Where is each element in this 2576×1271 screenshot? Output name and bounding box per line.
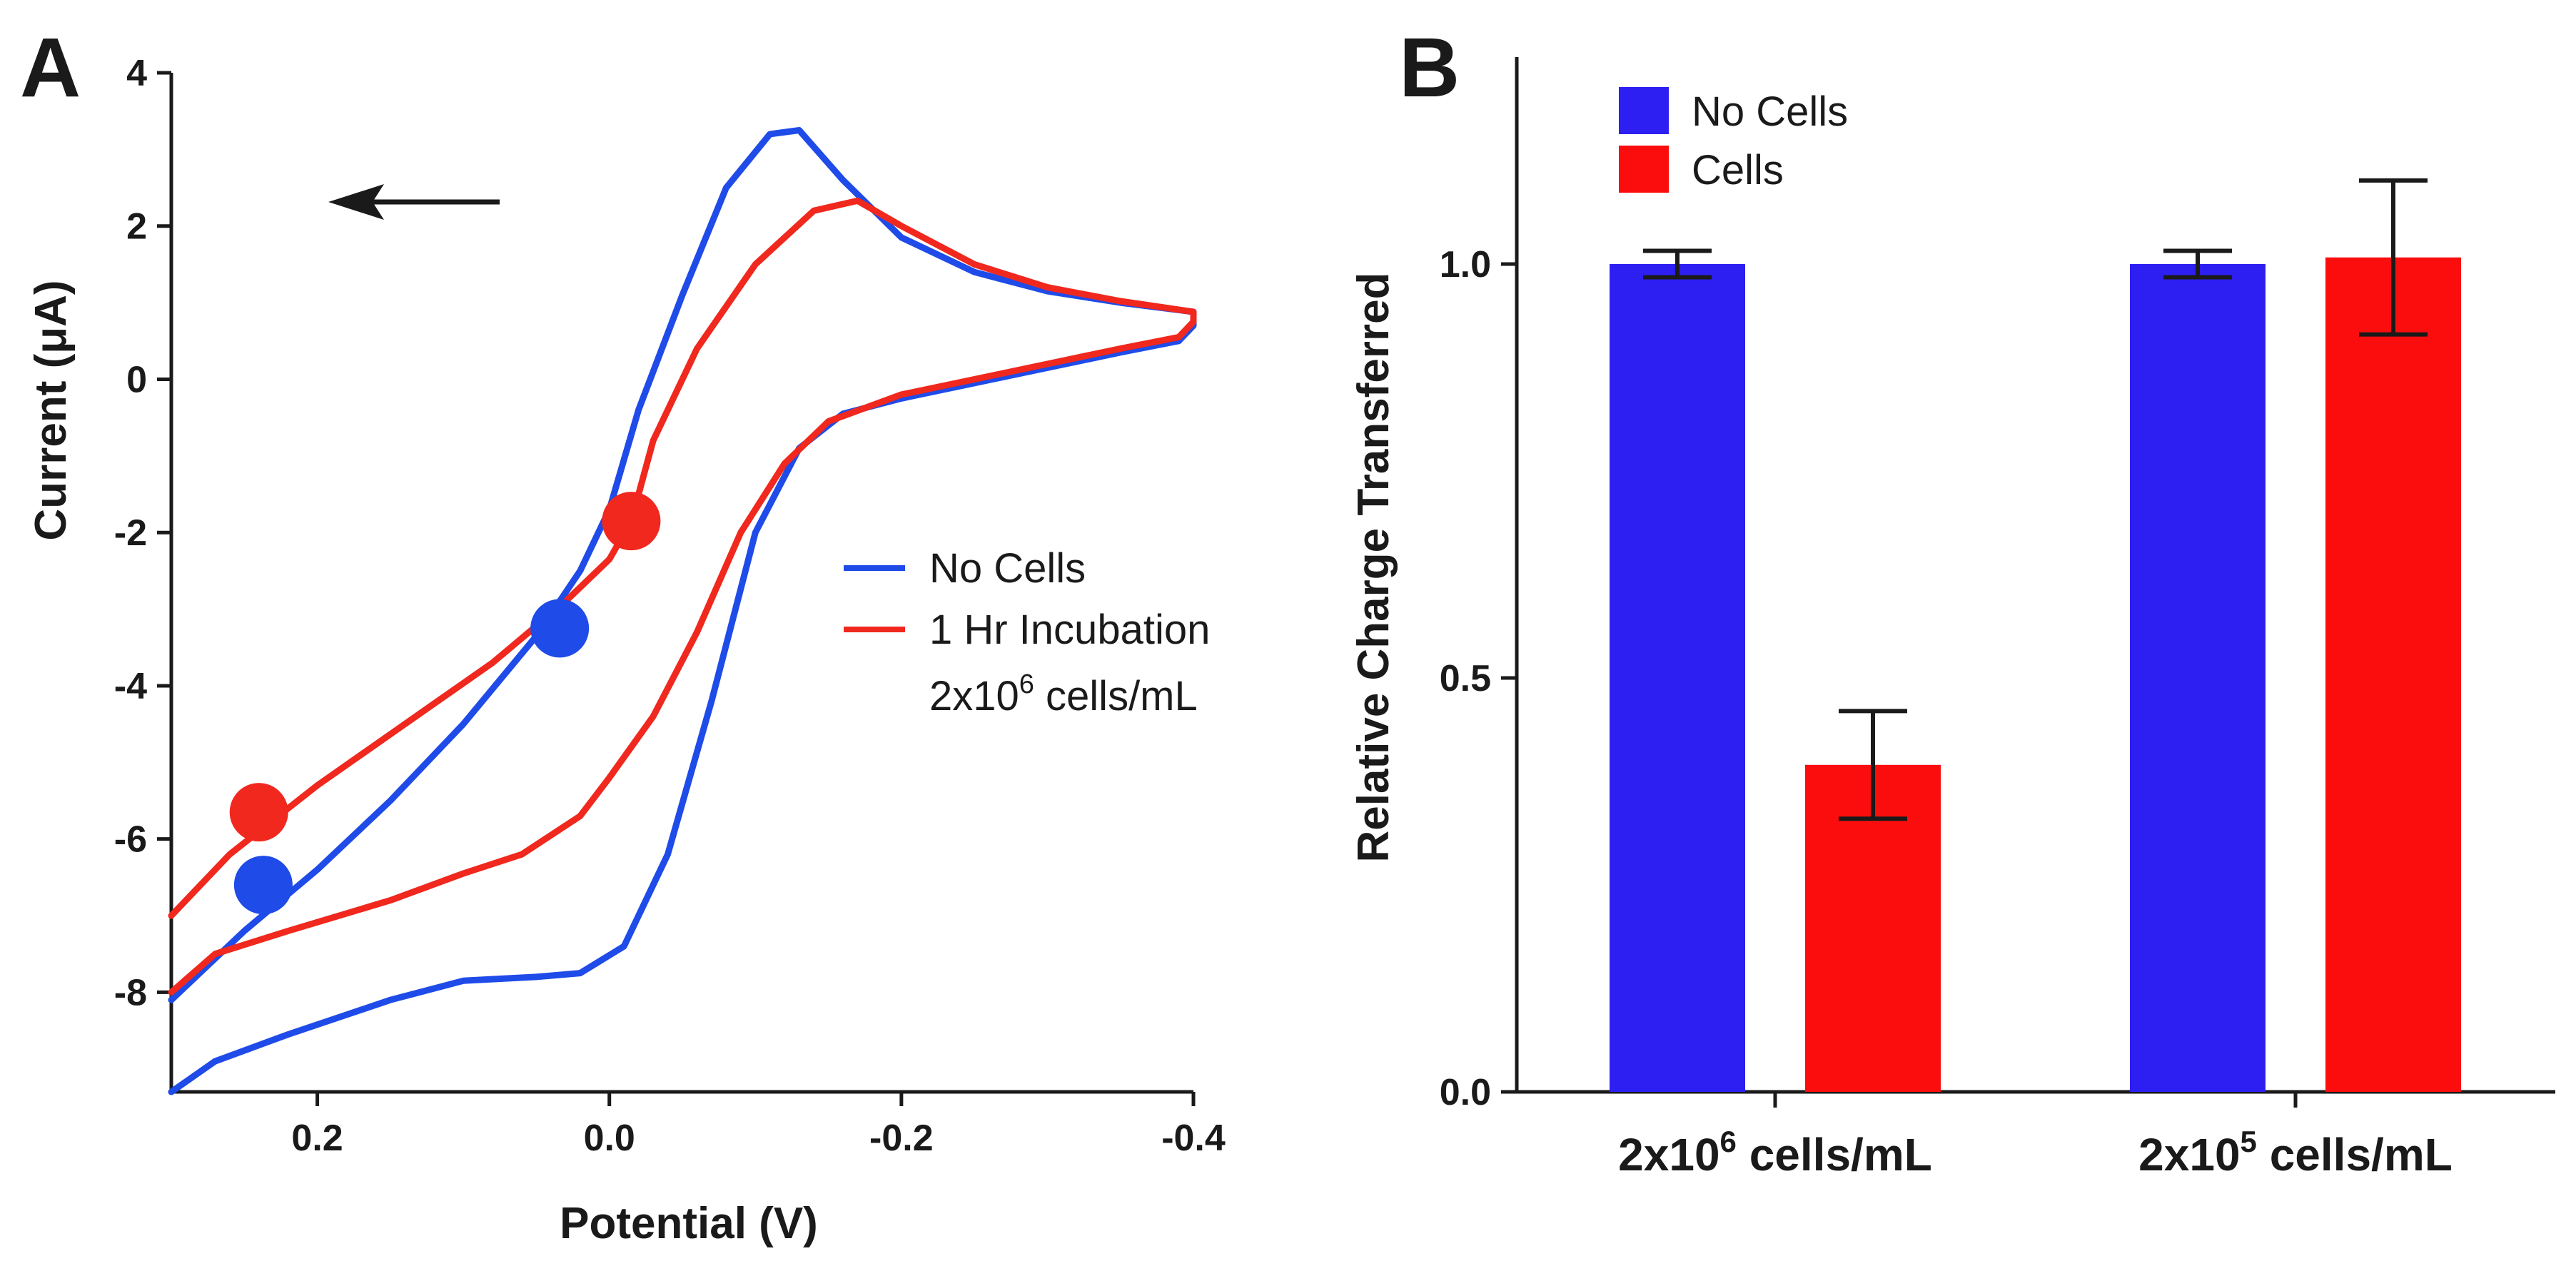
- y-tick-label-a: 2: [126, 206, 147, 248]
- scan-direction-arrow: [328, 184, 500, 220]
- x-tick-label-a: 0.0: [584, 1118, 635, 1159]
- legend-label-cells-b: Cells: [1692, 147, 1784, 193]
- legend-label-no-cells: No Cells: [929, 545, 1086, 592]
- series-incubation: [168, 197, 1197, 996]
- panel-a: A 4 2 0 -2 -4 -6 -8 0.2 0.0 -0.2 -0.4 Potential (V…: [20, 21, 1226, 1248]
- legend-swatch-no-cells-b: [1619, 87, 1669, 134]
- y-tick-label-a: -6: [114, 819, 147, 861]
- panel-a-axes: [169, 73, 1193, 1094]
- category-label-2e5: 2x105 cells/mL: [2138, 1125, 2453, 1180]
- legend-b: No Cells Cells: [1619, 87, 1848, 193]
- marker-no-cells: [233, 856, 293, 915]
- legend-label-no-cells-b: No Cells: [1692, 88, 1848, 135]
- y-tick-label-a: -2: [114, 512, 147, 554]
- legend-label-incubation: 1 Hr Incubation: [929, 607, 1210, 653]
- x-tick-label-a: -0.4: [1161, 1118, 1226, 1159]
- x-axis-title-a: Potential (V): [560, 1199, 818, 1248]
- panel-letter-b: B: [1399, 21, 1460, 115]
- legend-a: No Cells 1 Hr Incubation 2x106 cells/mL: [844, 545, 1210, 719]
- marker-no-cells: [530, 599, 590, 658]
- bar-no-cells: [1610, 264, 1745, 1092]
- panel-letter-a: A: [20, 21, 81, 115]
- y-tick-label-b: 1.0: [1440, 244, 1491, 285]
- y-tick-label-a: -4: [114, 666, 147, 707]
- y-tick-label-a: 0: [126, 359, 147, 400]
- category-label-2e6: 2x106 cells/mL: [1618, 1125, 1932, 1180]
- y-tick-label-b: 0.0: [1440, 1072, 1491, 1113]
- y-tick-label-a: -8: [114, 972, 147, 1013]
- x-tick-label-a: -0.2: [869, 1118, 934, 1159]
- legend-swatch-cells-b: [1619, 146, 1669, 193]
- x-tick-label-a: 0.2: [291, 1118, 343, 1159]
- y-tick-label-b: 0.5: [1440, 658, 1491, 699]
- y-axis-title-a: Current (μA): [26, 280, 76, 540]
- bar-cells: [2325, 257, 2461, 1093]
- y-axis-title-b: Relative Charge Transferred: [1349, 272, 1398, 862]
- marker-incubation: [229, 783, 288, 842]
- legend-sublabel-concentration: 2x106 cells/mL: [929, 669, 1198, 719]
- y-tick-label-a: 4: [126, 53, 147, 94]
- marker-incubation: [602, 492, 661, 551]
- bar-no-cells: [2130, 264, 2266, 1092]
- panel-b: B 0.00.51.0 Relative Charge Transferred …: [1349, 21, 2555, 1180]
